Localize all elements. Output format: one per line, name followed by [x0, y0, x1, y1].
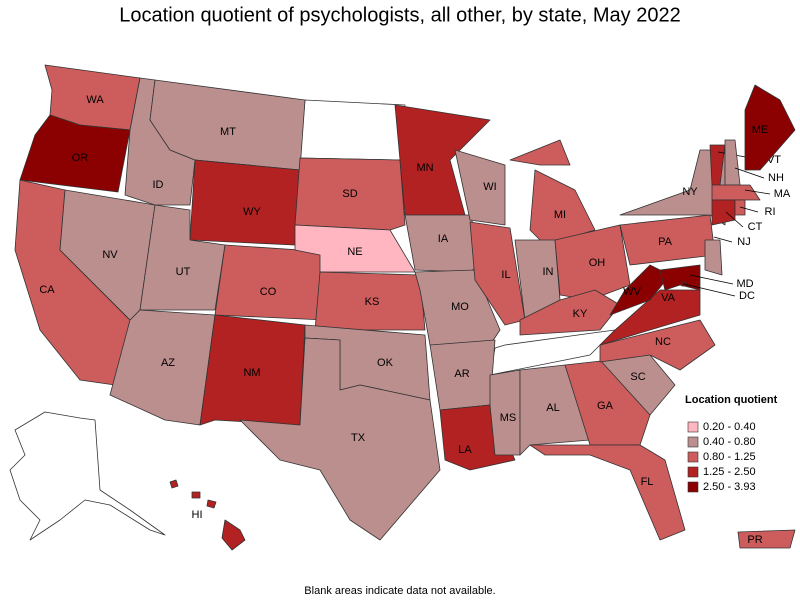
state	[659, 264, 701, 291]
state-label: OK	[377, 357, 394, 369]
state-label: MD	[736, 278, 753, 290]
state	[554, 224, 631, 301]
state-label: ME	[752, 124, 769, 136]
state-label: IA	[438, 233, 449, 245]
state	[314, 271, 426, 331]
legend-label: 2.50 - 3.93	[703, 481, 756, 493]
leader-line	[689, 274, 734, 285]
legend-label: 0.40 - 0.80	[703, 436, 756, 448]
state-label: KS	[365, 296, 380, 308]
state-label: MN	[416, 162, 433, 174]
state	[469, 221, 526, 326]
legend-label: 0.20 - 0.40	[703, 421, 756, 433]
state-label: IN	[543, 266, 554, 278]
state	[734, 199, 746, 216]
legend-swatch	[687, 466, 699, 478]
leader-line	[739, 206, 759, 213]
state-label: MA	[774, 188, 791, 200]
state-label: OH	[589, 257, 606, 269]
state	[529, 444, 686, 541]
state-label: WA	[86, 94, 104, 106]
leader-line	[713, 236, 733, 243]
leader-line	[725, 211, 744, 228]
state	[704, 239, 723, 276]
state-no-data	[9, 411, 166, 541]
state	[509, 139, 571, 166]
state-label: VA	[661, 292, 676, 304]
state	[221, 519, 246, 551]
state	[191, 491, 201, 499]
state	[744, 84, 796, 171]
state-label: MO	[451, 301, 469, 313]
state-label: IL	[501, 269, 510, 281]
state-no-data	[299, 99, 406, 161]
state-label: FL	[641, 476, 654, 488]
state	[189, 159, 301, 246]
state-label: NV	[102, 249, 118, 261]
map-title: Location quotient of psychologists, all …	[119, 4, 680, 26]
state-label: AL	[546, 402, 559, 414]
state	[489, 369, 521, 456]
state-label: ID	[153, 179, 164, 191]
footnote: Blank areas indicate data not available.	[304, 585, 495, 597]
legend-swatch	[687, 436, 699, 448]
leader-line	[734, 167, 765, 179]
state	[619, 149, 726, 226]
legend-swatch	[687, 481, 699, 493]
state	[711, 199, 736, 226]
state-label: RI	[765, 206, 776, 218]
state-label: MS	[500, 412, 517, 424]
state	[169, 479, 179, 489]
state-label: LA	[458, 444, 472, 456]
state	[394, 104, 491, 216]
state-label: CA	[39, 284, 55, 296]
state-label: AZ	[161, 357, 175, 369]
leader-line	[683, 283, 736, 297]
state-label: HI	[192, 509, 203, 521]
state-label: NC	[655, 336, 671, 348]
state	[239, 337, 441, 541]
leader-line	[744, 189, 771, 195]
state-label: SC	[630, 371, 645, 383]
state-label: PR	[747, 534, 762, 546]
state-label: NH	[768, 172, 784, 184]
state-label: MI	[554, 209, 566, 221]
state-label: KY	[573, 308, 588, 320]
state-label: DC	[739, 290, 755, 302]
state	[599, 319, 716, 371]
legend-swatch	[687, 421, 699, 433]
legend-label: 1.25 - 2.50	[703, 466, 756, 478]
state	[294, 157, 406, 231]
state-label: UT	[176, 266, 191, 278]
state-label: CO	[260, 286, 277, 298]
state	[19, 114, 131, 193]
legend-title: Location quotient	[685, 394, 778, 406]
state-label: NE	[347, 246, 362, 258]
state-label: NY	[682, 186, 698, 198]
state-label: WY	[243, 206, 261, 218]
state	[454, 149, 506, 226]
state-label: MT	[220, 126, 236, 138]
state-no-data	[489, 329, 616, 376]
state-label: PA	[658, 236, 673, 248]
state-label: TX	[351, 432, 366, 444]
state-label: NJ	[737, 236, 750, 248]
state-label: WV	[623, 286, 641, 298]
state-label: CT	[748, 221, 763, 233]
state	[206, 499, 217, 509]
state	[724, 139, 741, 186]
state	[737, 529, 796, 549]
state-label: OR	[72, 152, 89, 164]
state-label: SD	[342, 188, 357, 200]
legend-swatch	[687, 451, 699, 463]
state	[711, 184, 761, 201]
state-label: GA	[597, 400, 614, 412]
state-label: AR	[454, 368, 469, 380]
legend-label: 0.80 - 1.25	[703, 451, 756, 463]
state-label: WI	[483, 181, 496, 193]
state	[214, 244, 331, 321]
state-label: NM	[243, 367, 260, 379]
